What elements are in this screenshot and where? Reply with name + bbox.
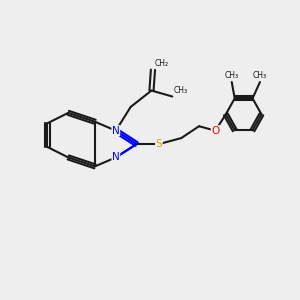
Text: CH₃: CH₃: [253, 70, 267, 80]
Text: CH₃: CH₃: [174, 86, 188, 95]
Text: N: N: [112, 126, 120, 136]
Text: CH₂: CH₂: [154, 59, 169, 68]
Text: N: N: [112, 152, 120, 162]
Text: S: S: [156, 139, 162, 149]
Text: O: O: [211, 126, 220, 136]
Text: CH₃: CH₃: [225, 70, 239, 80]
